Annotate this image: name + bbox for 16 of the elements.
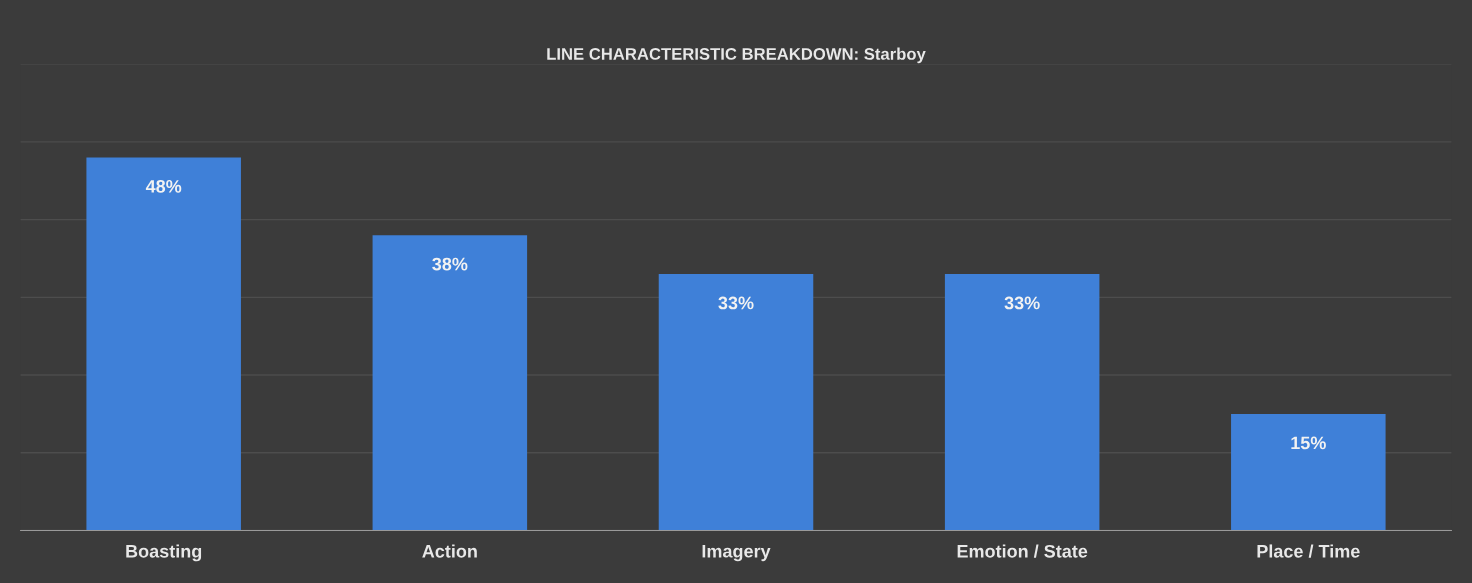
data-label: 33% xyxy=(1004,296,1040,310)
bar xyxy=(658,274,814,531)
x-tick-label: Action xyxy=(422,544,477,558)
data-label: 15% xyxy=(1291,436,1326,450)
data-label: 38% xyxy=(432,257,468,271)
bar xyxy=(1231,413,1386,531)
bar xyxy=(944,274,1100,531)
data-label: 48% xyxy=(145,179,182,193)
x-tick-label: Boasting xyxy=(126,544,202,562)
bar xyxy=(86,157,241,531)
bar xyxy=(372,235,528,531)
chart-title: LINE CHARACTERISTIC BREAKDOWN: Starboy xyxy=(547,47,926,64)
x-tick-label: Emotion / State xyxy=(957,544,1088,558)
x-tick-label: Place / Time xyxy=(1257,544,1360,558)
x-tick-label: Imagery xyxy=(702,545,771,562)
data-label: 33% xyxy=(718,296,754,310)
